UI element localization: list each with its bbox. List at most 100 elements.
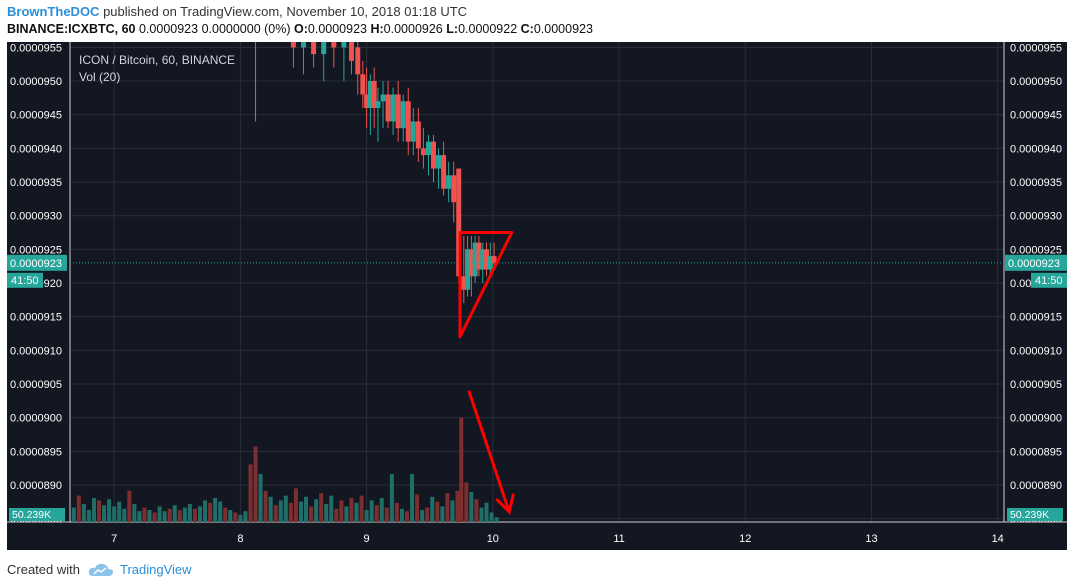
y-tick-label-right: 0.0000925 — [1010, 244, 1062, 256]
y-tick-label-right: 0.0000900 — [1010, 413, 1062, 425]
volume-bar — [132, 504, 137, 522]
volume-bar — [86, 510, 91, 522]
countdown-text-left: 41:50 — [11, 275, 39, 287]
volume-bar — [389, 474, 394, 522]
volume-bar — [258, 474, 263, 522]
candle-body — [441, 155, 447, 189]
candle-body — [415, 121, 421, 149]
pennant-triangle — [458, 231, 514, 339]
volume-bar — [474, 499, 479, 522]
tradingview-cloud-icon — [88, 563, 114, 576]
author-link[interactable]: BrownTheDOC — [7, 4, 100, 19]
price-axis-left[interactable]: 0.0000955 0.0000950 0.0000945 0.0000940 0.00… — [7, 42, 67, 526]
chart-legend-title: ICON / Bitcoin, 60, BINANCE — [79, 53, 235, 67]
volume-bar — [76, 495, 81, 522]
publish-line: BrownTheDOC published on TradingView.com… — [7, 4, 467, 19]
volume-bar — [147, 510, 152, 522]
volume-bar — [187, 504, 192, 522]
volume-bar — [122, 508, 127, 522]
volume-bar — [97, 500, 102, 522]
y-tick-label-left: 0.0000900 — [10, 413, 62, 425]
candle-body — [461, 276, 467, 290]
tradingview-link[interactable]: TradingView — [119, 562, 192, 577]
volume-bar — [177, 510, 182, 522]
footer: Created with TradingView — [7, 562, 192, 577]
volume-bar — [71, 507, 76, 522]
y-tick-label-left: 0.0000925 — [10, 244, 62, 256]
price-axis-right[interactable]: 0.0000955 0.0000950 0.0000945 0.0000940 0.00… — [1005, 42, 1067, 526]
volume-bar — [218, 501, 223, 522]
low-value: 0.0000922 — [458, 22, 518, 36]
y-tick-label-right: 0.0000935 — [1010, 177, 1062, 189]
volume-bar — [137, 511, 142, 522]
candle-body — [410, 121, 416, 142]
time-axis[interactable]: 7 8 9 10 11 12 13 14 — [111, 533, 1004, 545]
volume-tag-text-right: 50.239K — [1010, 509, 1049, 521]
volume-bar — [293, 488, 298, 522]
y-tick-label-left: 0.0000955 — [10, 42, 62, 54]
volume-bar — [430, 496, 435, 522]
volume-bar — [172, 505, 177, 522]
y-tick-label-right: 0.0000945 — [1010, 110, 1062, 122]
candle-body — [472, 242, 478, 277]
volume-bar — [208, 502, 213, 522]
y-tick-label-left: 0.0000915 — [10, 312, 62, 324]
candle-body — [446, 175, 452, 189]
volume-bars — [71, 417, 499, 522]
volume-bar — [420, 510, 425, 522]
volume-bar — [107, 499, 112, 522]
low-label: L: — [446, 22, 459, 36]
volume-bar — [273, 505, 278, 522]
price-change: 0.0000000 (0%) — [201, 22, 291, 36]
x-tick-label: 12 — [739, 533, 751, 545]
y-tick-label-left: 0.0000895 — [10, 446, 62, 458]
candle-body — [380, 94, 386, 102]
y-tick-label-right: 0.0000895 — [1010, 446, 1062, 458]
volume-bar — [223, 507, 228, 522]
volume-bar — [263, 490, 268, 522]
high-label: H: — [370, 22, 384, 36]
volume-bar — [415, 494, 420, 522]
candle-body — [480, 249, 486, 270]
volume-bar — [445, 493, 450, 522]
volume-bar — [314, 499, 319, 522]
candle-body — [375, 101, 381, 108]
last-price-tag-text-left: 0.0000923 — [10, 258, 62, 270]
volume-bar — [203, 500, 208, 522]
volume-bar — [213, 498, 218, 522]
volume-bar — [162, 511, 167, 522]
volume-bar — [198, 506, 203, 522]
volume-bar — [81, 504, 86, 522]
volume-bar — [288, 502, 293, 522]
down-arrow-shaft — [467, 390, 511, 513]
volume-bar — [404, 511, 409, 522]
volume-bar — [339, 500, 344, 522]
volume-bar — [248, 464, 253, 522]
y-tick-label-left: 0.0000940 — [10, 143, 62, 155]
volume-bar — [464, 482, 469, 522]
volume-bar — [334, 508, 339, 522]
candlesticks — [255, 42, 497, 304]
volume-bar — [278, 500, 283, 522]
x-tick-label: 11 — [613, 533, 624, 545]
candle-body — [451, 175, 457, 203]
candle-body — [390, 94, 396, 122]
countdown-text-right: 41:50 — [1035, 275, 1063, 287]
y-tick-label-right: 0.0000940 — [1010, 143, 1062, 155]
volume-tag-left — [9, 508, 65, 521]
volume-bar — [344, 506, 349, 522]
price-chart[interactable]: 0.0000955 0.0000950 0.0000945 0.0000940 0.00… — [7, 42, 1067, 550]
volume-bar — [455, 490, 460, 522]
y-tick-label-left: 0.0000890 — [10, 480, 62, 492]
volume-tag-text-left: 50.239K — [12, 509, 51, 521]
y-tick-label-left: 0.0000910 — [10, 345, 62, 357]
y-tick-label-right: 0.0000890 — [1010, 480, 1062, 492]
volume-bar — [410, 474, 415, 522]
volume-bar — [228, 510, 233, 522]
candle-body — [301, 42, 306, 48]
candle-body — [367, 81, 373, 108]
candle-body — [425, 141, 431, 156]
volume-bar — [192, 508, 197, 522]
volume-bar — [354, 502, 359, 522]
volume-bar — [91, 498, 96, 522]
